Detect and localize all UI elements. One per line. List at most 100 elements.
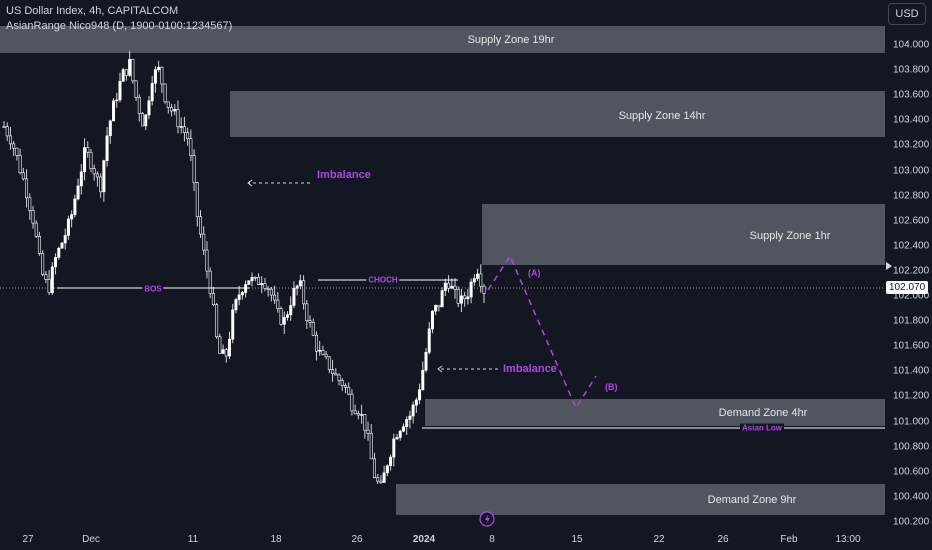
candle-body (153, 69, 157, 84)
currency-button[interactable]: USD (888, 3, 926, 25)
wave-a-label: (A) (528, 268, 541, 278)
candle-body (170, 107, 174, 112)
candle-body (308, 320, 312, 323)
candle-body (218, 336, 222, 354)
imbalance-lower-arrowhead (437, 365, 443, 373)
candle-body (353, 410, 357, 414)
candle-body (95, 173, 99, 178)
candle-body (302, 280, 306, 305)
candle-body (337, 374, 341, 381)
supply-zone-14hr-label: Supply Zone 14hr (618, 110, 706, 122)
candle-body (376, 477, 380, 482)
candle-body (234, 299, 238, 311)
candle-body (21, 172, 25, 180)
candle-body (89, 151, 93, 169)
candle-body (327, 356, 331, 370)
candle-body (5, 126, 9, 137)
candle-body (228, 338, 232, 357)
candle-body (421, 369, 425, 391)
candle-body (231, 309, 235, 340)
candle-body (8, 135, 12, 145)
candle-body (31, 210, 35, 224)
candle-body (76, 185, 80, 200)
imbalance-upper-arrowhead (247, 179, 253, 187)
choch-label: CHOCH (366, 275, 400, 285)
candle-body (199, 216, 203, 235)
price-tick: 100.200 (893, 516, 930, 528)
candle-body (350, 393, 354, 412)
time-tick: 13:00 (835, 534, 861, 545)
candle-body (147, 100, 151, 116)
candle-body (60, 242, 64, 249)
candle-body (179, 126, 183, 128)
candle-body (166, 101, 170, 108)
price-tick: 103.200 (893, 139, 930, 151)
candle-body (134, 80, 138, 98)
candle-body (356, 413, 360, 416)
supply-zone-19hr-label: Supply Zone 19hr (467, 34, 555, 46)
wave-b-label: (B) (605, 382, 618, 392)
candle-body (70, 214, 74, 220)
candle-body (124, 69, 128, 76)
candle-body (424, 352, 428, 371)
candle-body (263, 283, 267, 289)
candle-body (392, 438, 396, 458)
candle-body (2, 126, 6, 128)
candle-body (160, 66, 164, 85)
axis-marker-icon (886, 262, 892, 270)
candle-body (15, 147, 19, 156)
candle-body (128, 59, 132, 76)
candle-body (163, 83, 167, 103)
candle-body (479, 273, 483, 287)
candle-body (99, 176, 103, 193)
candle-body (360, 414, 364, 416)
candle-body (379, 480, 383, 483)
candle-body (79, 171, 83, 187)
time-tick: 26 (717, 534, 729, 545)
candle-body (343, 385, 347, 388)
candle-body (285, 314, 289, 318)
candle-body (47, 279, 51, 293)
candle-body (240, 292, 244, 296)
candle-body (314, 334, 318, 352)
candle-body (92, 168, 96, 175)
candle-body (266, 288, 270, 290)
lightning-icon[interactable] (479, 511, 495, 527)
candle-body (427, 328, 431, 353)
candle-body (253, 276, 257, 279)
candle-body (382, 472, 386, 483)
candle-body (18, 155, 22, 174)
candle-body (182, 126, 186, 133)
candle-body (83, 147, 87, 173)
demand-zone-4hr-label: Demand Zone 4hr (718, 407, 808, 419)
time-tick: 18 (270, 534, 282, 545)
candle-body (25, 178, 29, 199)
candle-body (102, 160, 106, 193)
candle-body (418, 389, 422, 401)
candle-body (482, 285, 486, 294)
candle-body (459, 295, 463, 304)
candle-body (195, 182, 199, 218)
price-tick: 103.000 (893, 165, 930, 176)
demand-zone-9hr (396, 484, 885, 515)
candle-body (66, 218, 70, 236)
candle-body (321, 349, 325, 355)
candle-body (430, 310, 434, 330)
price-tick: 102.400 (893, 240, 930, 252)
time-tick: 26 (351, 534, 363, 545)
candle-body (118, 81, 122, 101)
candle-body (86, 147, 90, 153)
candle-body (44, 274, 48, 280)
candle-body (305, 303, 309, 321)
price-tick: 101.200 (893, 390, 930, 402)
price-tick: 100.800 (893, 441, 930, 453)
candle-body (256, 276, 260, 286)
price-tick: 101.000 (893, 416, 930, 427)
time-tick: 11 (187, 534, 199, 545)
candle-body (363, 414, 367, 431)
candle-body (141, 113, 145, 127)
candle-body (469, 281, 473, 298)
candle-body (205, 249, 209, 272)
time-tick: 27 (22, 534, 34, 545)
